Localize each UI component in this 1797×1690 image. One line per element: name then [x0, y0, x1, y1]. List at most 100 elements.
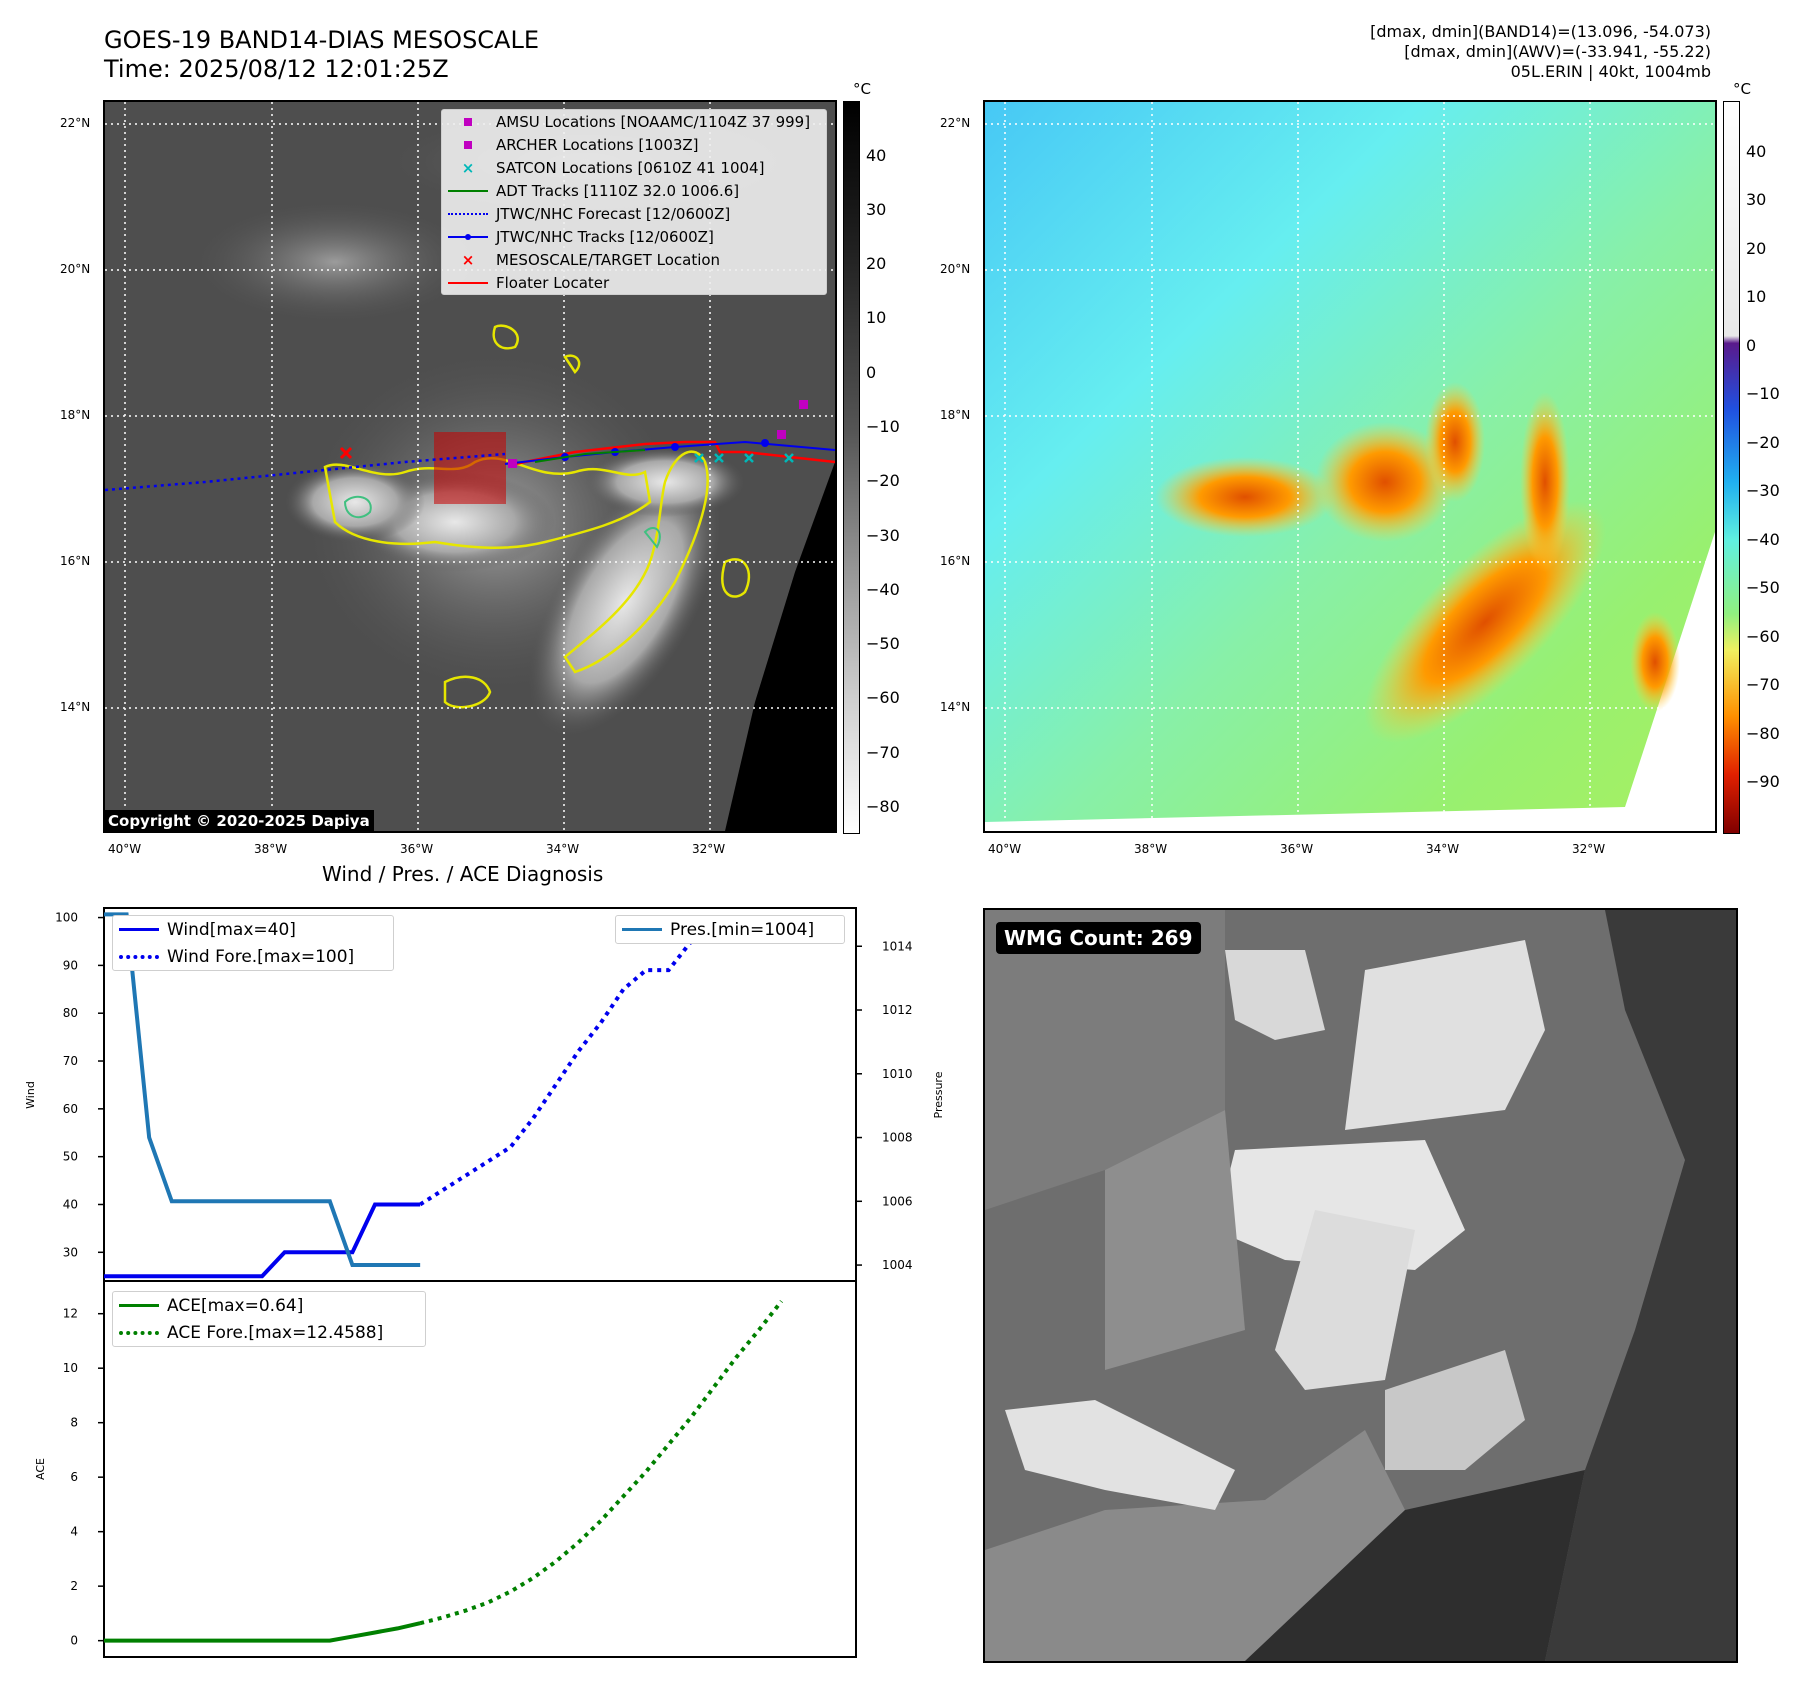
square-marker-icon [464, 117, 472, 126]
wind-y-ticks: 30 40 50 60 70 80 90 100 [55, 911, 104, 1259]
lat-label: 18°N [940, 408, 971, 422]
wind-tick-label: 30 [63, 1245, 78, 1259]
wind-legend: Wind[max=40] Wind Fore.[max=100] [112, 915, 394, 971]
lon-label: 36°W [400, 842, 434, 856]
awv-map-panel [983, 100, 1717, 833]
title-line-2: Time: 2025/08/12 12:01:25Z [104, 55, 449, 83]
colorbar-tick: −10 [866, 417, 900, 436]
wind-tick-label: 100 [55, 911, 78, 925]
line-marker-icon [119, 1304, 159, 1307]
lat-label: 16°N [60, 554, 91, 568]
diagnosis-title: Wind / Pres. / ACE Diagnosis [322, 862, 604, 886]
line-marker-icon [448, 281, 488, 284]
pressure-y-ticks: 1004 1006 1008 1010 1012 1014 [856, 939, 913, 1272]
pressure-series-line [104, 912, 421, 1268]
legend-item-pressure: Pres.[min=1004] [616, 916, 844, 943]
x-marker-icon: × [461, 158, 475, 177]
lat-label: 20°N [60, 262, 91, 276]
pressure-tick-label: 1012 [882, 1003, 913, 1017]
colorbar-tick: 20 [1746, 239, 1767, 258]
colorbar-tick: −40 [866, 580, 900, 599]
colorbar-tick: −70 [1746, 675, 1780, 694]
map-legend: AMSU Locations [NOAAMC/1104Z 37 999] ARC… [441, 109, 827, 295]
pressure-tick-label: 1008 [882, 1131, 913, 1145]
lon-label: 38°W [254, 842, 288, 856]
legend-item-mesoscale: × MESOSCALE/TARGET Location [442, 248, 826, 271]
ace-plot-frame [103, 1280, 857, 1658]
ace-forecast-line [419, 1299, 784, 1626]
colorbar-tick: −50 [866, 634, 900, 653]
wind-tick-label: 60 [63, 1102, 78, 1116]
legend-item-ace-fore: ACE Fore.[max=12.4588] [113, 1319, 425, 1346]
pressure-tick-label: 1014 [882, 939, 913, 953]
lat-label: 22°N [60, 116, 91, 130]
ace-tick-label: 10 [63, 1361, 78, 1375]
storm-info: 05L.ERIN | 40kt, 1004mb [1510, 62, 1711, 81]
ace-tick-label: 4 [70, 1525, 78, 1539]
copyright-badge: Copyright © 2020-2025 Dapiya [104, 810, 374, 832]
left-colorbar-unit: °C [853, 80, 871, 98]
colorbar-tick: 10 [866, 308, 887, 327]
colorbar-tick: −60 [1746, 627, 1780, 646]
wind-tick-label: 40 [63, 1197, 78, 1211]
line-marker-icon [119, 928, 159, 931]
ace-tick-label: 8 [70, 1416, 78, 1430]
dot-line-icon [446, 230, 490, 244]
ace-tick-label: 12 [63, 1307, 78, 1321]
line-marker-icon [622, 928, 662, 931]
colorbar-tick: −90 [1746, 772, 1780, 791]
lat-label: 22°N [940, 116, 971, 130]
legend-label: Pres.[min=1004] [670, 919, 815, 940]
dotted-line-icon [448, 212, 488, 215]
awv-map-image [985, 102, 1715, 831]
legend-item-satcon: × SATCON Locations [0610Z 41 1004] [442, 156, 826, 179]
colorbar-tick: −40 [1746, 530, 1780, 549]
wind-tick-label: 50 [63, 1150, 78, 1164]
wmg-panel [983, 908, 1738, 1663]
colorbar-tick: 10 [1746, 287, 1767, 306]
stats-awv: [dmax, dmin](AWV)=(-33.941, -55.22) [1404, 42, 1711, 61]
lon-label: 38°W [1134, 842, 1168, 856]
colorbar-tick: −30 [1746, 481, 1780, 500]
colorbar-tick: −30 [866, 526, 900, 545]
x-marker-icon: × [461, 250, 475, 269]
legend-label: SATCON Locations [0610Z 41 1004] [496, 158, 765, 177]
colorbar-tick: 30 [1746, 190, 1767, 209]
lon-label: 34°W [546, 842, 580, 856]
legend-label: ACE Fore.[max=12.4588] [167, 1322, 384, 1343]
colorbar-tick: 0 [1746, 336, 1757, 355]
lon-label: 40°W [108, 842, 142, 856]
dotted-line-icon [119, 1330, 159, 1335]
square-marker-icon [464, 140, 472, 149]
lat-label: 18°N [60, 408, 91, 422]
wind-forecast-line [419, 915, 782, 1207]
legend-item-archer: ARCHER Locations [1003Z] [442, 133, 826, 156]
lon-label: 40°W [988, 842, 1022, 856]
colorbar-tick: −70 [866, 743, 900, 762]
legend-label: Wind Fore.[max=100] [167, 946, 355, 967]
left-colorbar [843, 101, 860, 834]
pressure-tick-label: 1006 [882, 1194, 913, 1208]
legend-item-amsu: AMSU Locations [NOAAMC/1104Z 37 999] [442, 110, 826, 133]
legend-label: ACE[max=0.64] [167, 1295, 304, 1316]
dotted-line-icon [119, 954, 159, 959]
legend-item-wind-fore: Wind Fore.[max=100] [113, 943, 393, 970]
colorbar-tick: −20 [866, 471, 900, 490]
line-marker-icon [448, 189, 488, 192]
legend-label: JTWC/NHC Tracks [12/0600Z] [496, 227, 714, 246]
wind-axis-label: Wind [24, 1081, 37, 1109]
colorbar-tick: −10 [1746, 384, 1780, 403]
ace-tick-label: 6 [70, 1470, 78, 1484]
colorbar-tick: −80 [1746, 724, 1780, 743]
ace-y-ticks: 0 2 4 6 8 10 12 [63, 1307, 104, 1648]
legend-label: Wind[max=40] [167, 919, 296, 940]
legend-label: JTWC/NHC Forecast [12/0600Z] [496, 204, 731, 223]
lon-label: 32°W [692, 842, 726, 856]
legend-label: Floater Locater [496, 273, 610, 292]
title-line-1: GOES-19 BAND14-DIAS MESOSCALE [104, 26, 540, 54]
colorbar-tick: 40 [866, 146, 887, 165]
lat-label: 16°N [940, 554, 971, 568]
legend-item-floater: Floater Locater [442, 271, 826, 294]
legend-item-tracks: JTWC/NHC Tracks [12/0600Z] [442, 225, 826, 248]
legend-item-wind: Wind[max=40] [113, 916, 393, 943]
